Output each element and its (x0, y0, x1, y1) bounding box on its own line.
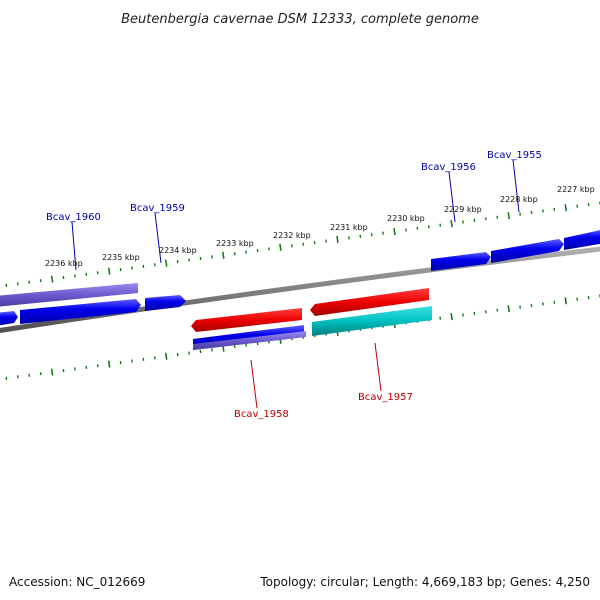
major-tick (564, 204, 567, 212)
major-tick (107, 267, 111, 275)
major-tick (507, 305, 510, 313)
major-tick (564, 297, 567, 305)
gene-feature[interactable] (145, 295, 186, 311)
gene-label-lines (71, 159, 520, 409)
minor-tick (28, 373, 31, 377)
leader-line (154, 212, 162, 264)
scale-label: 2229 kbp (444, 205, 482, 214)
minor-tick (484, 310, 487, 314)
gene-feature[interactable] (191, 308, 302, 332)
scale-label: 2236 kbp (45, 259, 83, 268)
major-tick (393, 227, 396, 236)
gene-label-bcav-1956[interactable]: Bcav_1956 (421, 162, 476, 173)
genes-forward-strand (0, 229, 600, 326)
leader-line (71, 221, 77, 271)
scale-label: 2228 kbp (500, 195, 538, 204)
major-tick (222, 251, 225, 259)
gene-label-bcav-1959[interactable]: Bcav_1959 (130, 203, 185, 214)
gene-feature[interactable] (431, 252, 491, 271)
major-tick (450, 312, 453, 321)
major-tick (164, 352, 168, 360)
leader-line (374, 342, 382, 392)
minor-tick (256, 248, 259, 253)
gene-label-bcav-1958[interactable]: Bcav_1958 (234, 409, 289, 420)
major-tick (279, 243, 282, 251)
scale-label: 2234 kbp (159, 246, 197, 255)
major-tick (164, 259, 168, 267)
major-tick (50, 275, 54, 283)
genes-reverse-strand (191, 288, 432, 350)
gene-feature[interactable] (20, 299, 141, 324)
genome-backbone (0, 246, 600, 333)
leader-line (250, 359, 258, 409)
minor-tick (484, 217, 487, 221)
major-tick (507, 212, 510, 220)
gene-feature[interactable] (310, 288, 429, 316)
minor-tick (28, 280, 31, 284)
major-tick (50, 368, 54, 376)
scale-label: 2230 kbp (387, 214, 425, 223)
major-tick (107, 360, 111, 368)
gene-label-bcav-1955[interactable]: Bcav_1955 (487, 150, 542, 161)
gene-label-bcav-1957[interactable]: Bcav_1957 (358, 392, 413, 403)
major-tick (336, 235, 339, 244)
scale-label: 2235 kbp (102, 253, 140, 262)
gene-labels: Bcav_1960 Bcav_1959 Bcav_1956 Bcav_1955 … (46, 150, 542, 420)
scale-label: 2233 kbp (216, 239, 254, 248)
major-tick (450, 219, 453, 228)
gene-feature[interactable] (312, 306, 432, 336)
scale-label: 2231 kbp (330, 223, 368, 232)
leader-line (512, 159, 520, 213)
map-title: Beutenbergia cavernae DSM 12333, complet… (121, 12, 479, 27)
outer-scale-ruler (5, 201, 600, 287)
accession-text: Accession: NC_012669 (9, 575, 145, 589)
gene-feature[interactable] (193, 331, 306, 350)
gene-label-bcav-1960[interactable]: Bcav_1960 (46, 212, 101, 223)
gene-feature[interactable] (564, 229, 600, 250)
gene-feature[interactable] (491, 239, 564, 263)
scale-labels: 2236 kbp 2235 kbp 2234 kbp 2233 kbp 2232… (45, 185, 595, 268)
scale-label: 2232 kbp (273, 231, 311, 240)
leader-line (448, 171, 456, 223)
genome-summary-text: Topology: circular; Length: 4,669,183 bp… (259, 575, 590, 589)
gene-feature[interactable] (0, 283, 138, 307)
scale-label: 2227 kbp (557, 185, 595, 194)
gene-feature[interactable] (0, 311, 18, 326)
